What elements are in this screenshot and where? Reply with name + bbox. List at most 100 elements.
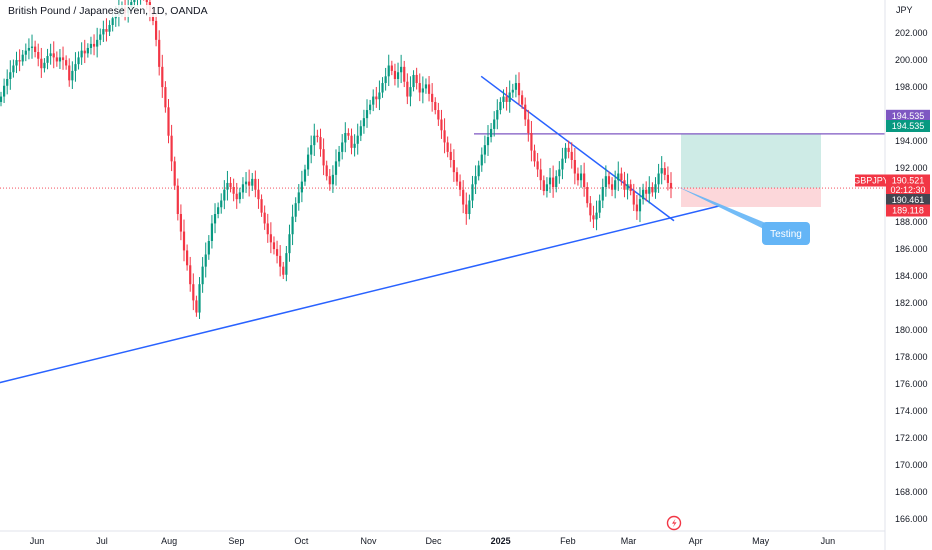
candle-body (263, 212, 266, 224)
candle-body (71, 70, 74, 81)
candle-body (620, 173, 623, 181)
annotation-layer[interactable]: Testing (676, 186, 810, 245)
callout-text: Testing (770, 229, 802, 240)
candle-body (524, 104, 527, 120)
candle-body (285, 253, 288, 275)
candle-body (496, 110, 499, 120)
candle-body (384, 76, 387, 84)
price-tick-label: 194.000 (895, 136, 928, 146)
price-tick-label: 176.000 (895, 379, 928, 389)
candle-body (548, 177, 552, 185)
candle-body (666, 174, 669, 183)
candle-body (235, 193, 238, 200)
candle-body (353, 143, 356, 148)
candle-body (592, 215, 595, 220)
candle-body (648, 187, 651, 194)
price-tick-label: 170.000 (895, 460, 928, 470)
candle-body (635, 204, 638, 212)
candle-body (210, 223, 214, 241)
candle-body (579, 173, 583, 181)
candle-body (176, 185, 179, 214)
time-tick-label: May (752, 536, 770, 546)
price-tick-label: 200.000 (895, 55, 928, 65)
candle-body (530, 133, 533, 151)
long-position-tool[interactable] (681, 133, 821, 208)
candle-body (9, 72, 12, 79)
candle-body (573, 160, 576, 174)
candle-body (508, 92, 511, 102)
candle-body (338, 151, 341, 162)
price-tick-label: 166.000 (895, 514, 928, 524)
time-tick-label: Sep (228, 536, 244, 546)
candle-body (68, 65, 71, 81)
candle-body (65, 60, 68, 66)
candle-body (213, 214, 217, 224)
candle-body (34, 46, 37, 52)
candle-body (102, 29, 105, 35)
price-tick-label: 192.000 (895, 163, 928, 173)
candle-body (316, 135, 319, 138)
candle-body (0, 96, 3, 102)
candle-body (517, 83, 521, 96)
candle-body (52, 53, 55, 58)
candle-body (186, 250, 189, 266)
candle-body (558, 169, 561, 177)
candle-body (195, 300, 198, 313)
candle-body (248, 181, 251, 186)
candle-body (595, 212, 598, 220)
candle-body (30, 46, 34, 48)
candle-body (536, 161, 539, 170)
candle-body (626, 184, 629, 190)
candle-body (576, 173, 580, 181)
candle-body (300, 181, 303, 193)
candle-body (462, 189, 465, 205)
time-tick-label: Jul (96, 536, 108, 546)
candle-body (362, 118, 366, 127)
price-tick-label: 168.000 (895, 487, 928, 497)
candle-body (27, 47, 31, 51)
candle-body (598, 200, 601, 213)
candle-body (437, 110, 440, 120)
candle-body (291, 216, 294, 235)
tradingview-logo[interactable] (666, 515, 682, 531)
candle-body (158, 39, 161, 67)
candle-body (645, 189, 648, 194)
candle-body (443, 130, 446, 143)
candle-body (514, 83, 518, 90)
candle-body (133, 0, 136, 3)
time-tick-label: Oct (294, 536, 309, 546)
candle-body (465, 204, 468, 214)
candle-body (328, 176, 331, 185)
candle-body (660, 168, 663, 174)
candle-body (663, 168, 666, 175)
resistance-price-label-bg (886, 109, 930, 122)
candle-body (474, 176, 477, 185)
price-tick-label: 172.000 (895, 433, 928, 443)
time-axis[interactable]: Jun Jul Aug Sep Oct Nov Dec 2025 Feb Mar Apr May Jun (30, 536, 835, 546)
time-tick-label: Jun (30, 536, 45, 546)
candle-body (223, 189, 226, 201)
candle-body (378, 92, 381, 100)
candle-body (254, 178, 257, 190)
candle-body (418, 83, 421, 93)
candle-body (244, 181, 248, 185)
candle-body (21, 54, 24, 62)
candle-body (486, 137, 490, 146)
candle-body (164, 87, 167, 108)
candle-body (468, 200, 471, 214)
candle-body (521, 95, 524, 105)
candle-body (533, 150, 536, 162)
symbol-badge-bg (855, 174, 887, 187)
candle-body (58, 57, 62, 62)
price-tick-label: 178.000 (895, 352, 928, 362)
candle-body (92, 43, 96, 47)
time-tick-label: Dec (425, 536, 442, 546)
candle-body (86, 47, 89, 54)
entry-price-label-bg (886, 194, 930, 206)
price-tick-label: 184.000 (895, 271, 928, 281)
candle-body (334, 161, 338, 175)
candle-body (288, 234, 291, 254)
trendlines[interactable] (0, 75, 885, 384)
